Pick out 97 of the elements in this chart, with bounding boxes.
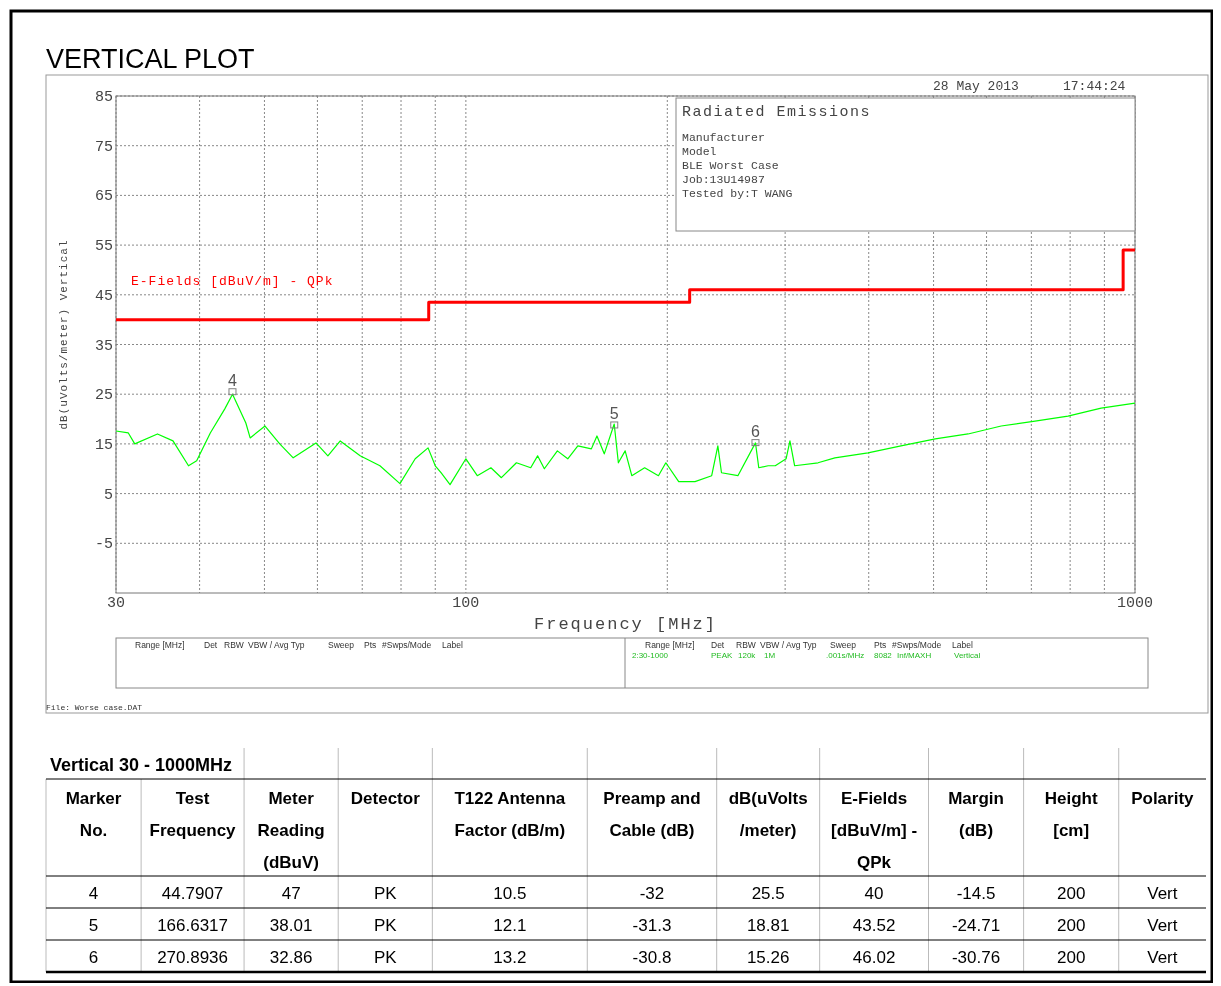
text: RBW bbox=[224, 640, 244, 650]
text: Sweep bbox=[328, 640, 355, 650]
y-tick-label: 55 bbox=[94, 238, 113, 256]
chart-title: VERTICAL PLOT bbox=[46, 44, 255, 74]
text: -30.8 bbox=[632, 948, 672, 967]
text: -32 bbox=[639, 884, 665, 903]
text: Det bbox=[204, 640, 218, 650]
text: E-Fields [dBuV/m] - QPk bbox=[131, 273, 334, 289]
x-tick-label: 1000 bbox=[1116, 595, 1154, 612]
text: 13.2 bbox=[493, 948, 527, 967]
text: VBW / Avg Typ bbox=[248, 640, 305, 650]
y-tick-label: 85 bbox=[94, 89, 113, 106]
y-tick-label: 35 bbox=[94, 337, 113, 355]
text: 43.52 bbox=[852, 916, 896, 935]
text: Height [cm] bbox=[1044, 789, 1098, 840]
text: 17:44:24 bbox=[1063, 79, 1126, 94]
text: 40 bbox=[864, 884, 884, 903]
text: 28 May 2013 bbox=[933, 79, 1019, 94]
text: 166.6317 bbox=[157, 916, 229, 935]
text: Vertical 30 - 1000MHz bbox=[50, 755, 233, 775]
text: 44.7907 bbox=[161, 884, 224, 903]
y-tick-label: 65 bbox=[94, 188, 113, 206]
text: Label bbox=[442, 640, 463, 650]
text: Inf/MAXH bbox=[897, 651, 932, 660]
text: T122 Antenna Factor (dB/m) bbox=[454, 789, 566, 840]
text: PEAK bbox=[711, 651, 734, 660]
text: Marker No. bbox=[65, 789, 122, 840]
text: Label bbox=[952, 640, 973, 650]
annotation: Radiated Emissions bbox=[682, 104, 872, 121]
text: 120k bbox=[738, 651, 757, 660]
text: Vert bbox=[1147, 948, 1178, 967]
text: 200 bbox=[1056, 884, 1086, 903]
text: dB(uVolts /meter) bbox=[728, 789, 808, 840]
text: Pts bbox=[874, 640, 887, 650]
text: Vert bbox=[1147, 916, 1178, 935]
text: VBW / Avg Typ bbox=[760, 640, 817, 650]
y-tick-label: 75 bbox=[94, 138, 113, 156]
annotation: Model bbox=[682, 145, 717, 158]
y-tick-label: -5 bbox=[94, 536, 113, 554]
text: 1M bbox=[764, 651, 776, 660]
text: Margin (dB) bbox=[948, 789, 1004, 840]
text: -31.3 bbox=[632, 916, 672, 935]
text: Range [MHz] bbox=[645, 640, 695, 650]
text: 47 bbox=[281, 884, 301, 903]
text: Detector bbox=[350, 789, 421, 808]
text: 12.1 bbox=[493, 916, 527, 935]
text: E-Fields [dBuV/m] - QPk bbox=[831, 789, 918, 872]
text: RBW bbox=[736, 640, 756, 650]
text: 270.8936 bbox=[157, 948, 229, 967]
text: Pts bbox=[364, 640, 377, 650]
text: Vert bbox=[1147, 884, 1178, 903]
text: 2:30-1000 bbox=[632, 651, 669, 660]
text: .001s/MHz bbox=[826, 651, 865, 660]
text: 6 bbox=[88, 948, 99, 967]
text: Det bbox=[711, 640, 725, 650]
text: 15.26 bbox=[746, 948, 790, 967]
text: 38.01 bbox=[269, 916, 313, 935]
text: 4 bbox=[88, 884, 99, 903]
text: Range [MHz] bbox=[135, 640, 185, 650]
y-tick-label: 15 bbox=[94, 436, 113, 454]
text: 200 bbox=[1056, 948, 1086, 967]
text: 25.5 bbox=[751, 884, 785, 903]
annotation: 6 bbox=[751, 422, 761, 440]
y-tick-label: 5 bbox=[103, 486, 113, 504]
text: 46.02 bbox=[852, 948, 896, 967]
text: Polarity bbox=[1131, 789, 1195, 808]
text: Meter Reading (dBuV) bbox=[257, 789, 325, 872]
text: PK bbox=[373, 948, 398, 967]
text: Test Frequency bbox=[149, 789, 237, 840]
text: Preamp and Cable (dB) bbox=[603, 789, 701, 840]
annotation: BLE Worst Case bbox=[682, 159, 779, 172]
text: 10.5 bbox=[493, 884, 527, 903]
text: Sweep bbox=[830, 640, 857, 650]
text: Vertical bbox=[954, 651, 981, 660]
text: 200 bbox=[1056, 916, 1086, 935]
text: -30.76 bbox=[951, 948, 1001, 967]
x-axis-title: Frequency [MHz] bbox=[533, 615, 718, 634]
text: -14.5 bbox=[956, 884, 996, 903]
text: 32.86 bbox=[269, 948, 313, 967]
text: 18.81 bbox=[746, 916, 790, 935]
annotation: 4 bbox=[228, 371, 238, 389]
y-tick-label: 45 bbox=[94, 287, 113, 305]
annotation: Manufacturer bbox=[682, 131, 765, 144]
text: 8082 bbox=[874, 651, 893, 660]
y-tick-label: 25 bbox=[94, 387, 113, 405]
annotation: Tested by:T WANG bbox=[682, 187, 793, 200]
y-axis-title: dB(uVolts/meter) Vertical bbox=[58, 239, 70, 430]
x-tick-label: 30 bbox=[106, 595, 126, 612]
annotation: Job:13U14987 bbox=[682, 173, 765, 186]
text: #Swps/Mode bbox=[892, 640, 942, 650]
text: #Swps/Mode bbox=[382, 640, 432, 650]
text: -24.71 bbox=[951, 916, 1001, 935]
text: PK bbox=[373, 916, 398, 935]
x-tick-label: 100 bbox=[452, 595, 480, 612]
text: File: Worse case.DAT bbox=[46, 703, 143, 712]
text: PK bbox=[373, 884, 398, 903]
annotation: 5 bbox=[609, 404, 619, 422]
